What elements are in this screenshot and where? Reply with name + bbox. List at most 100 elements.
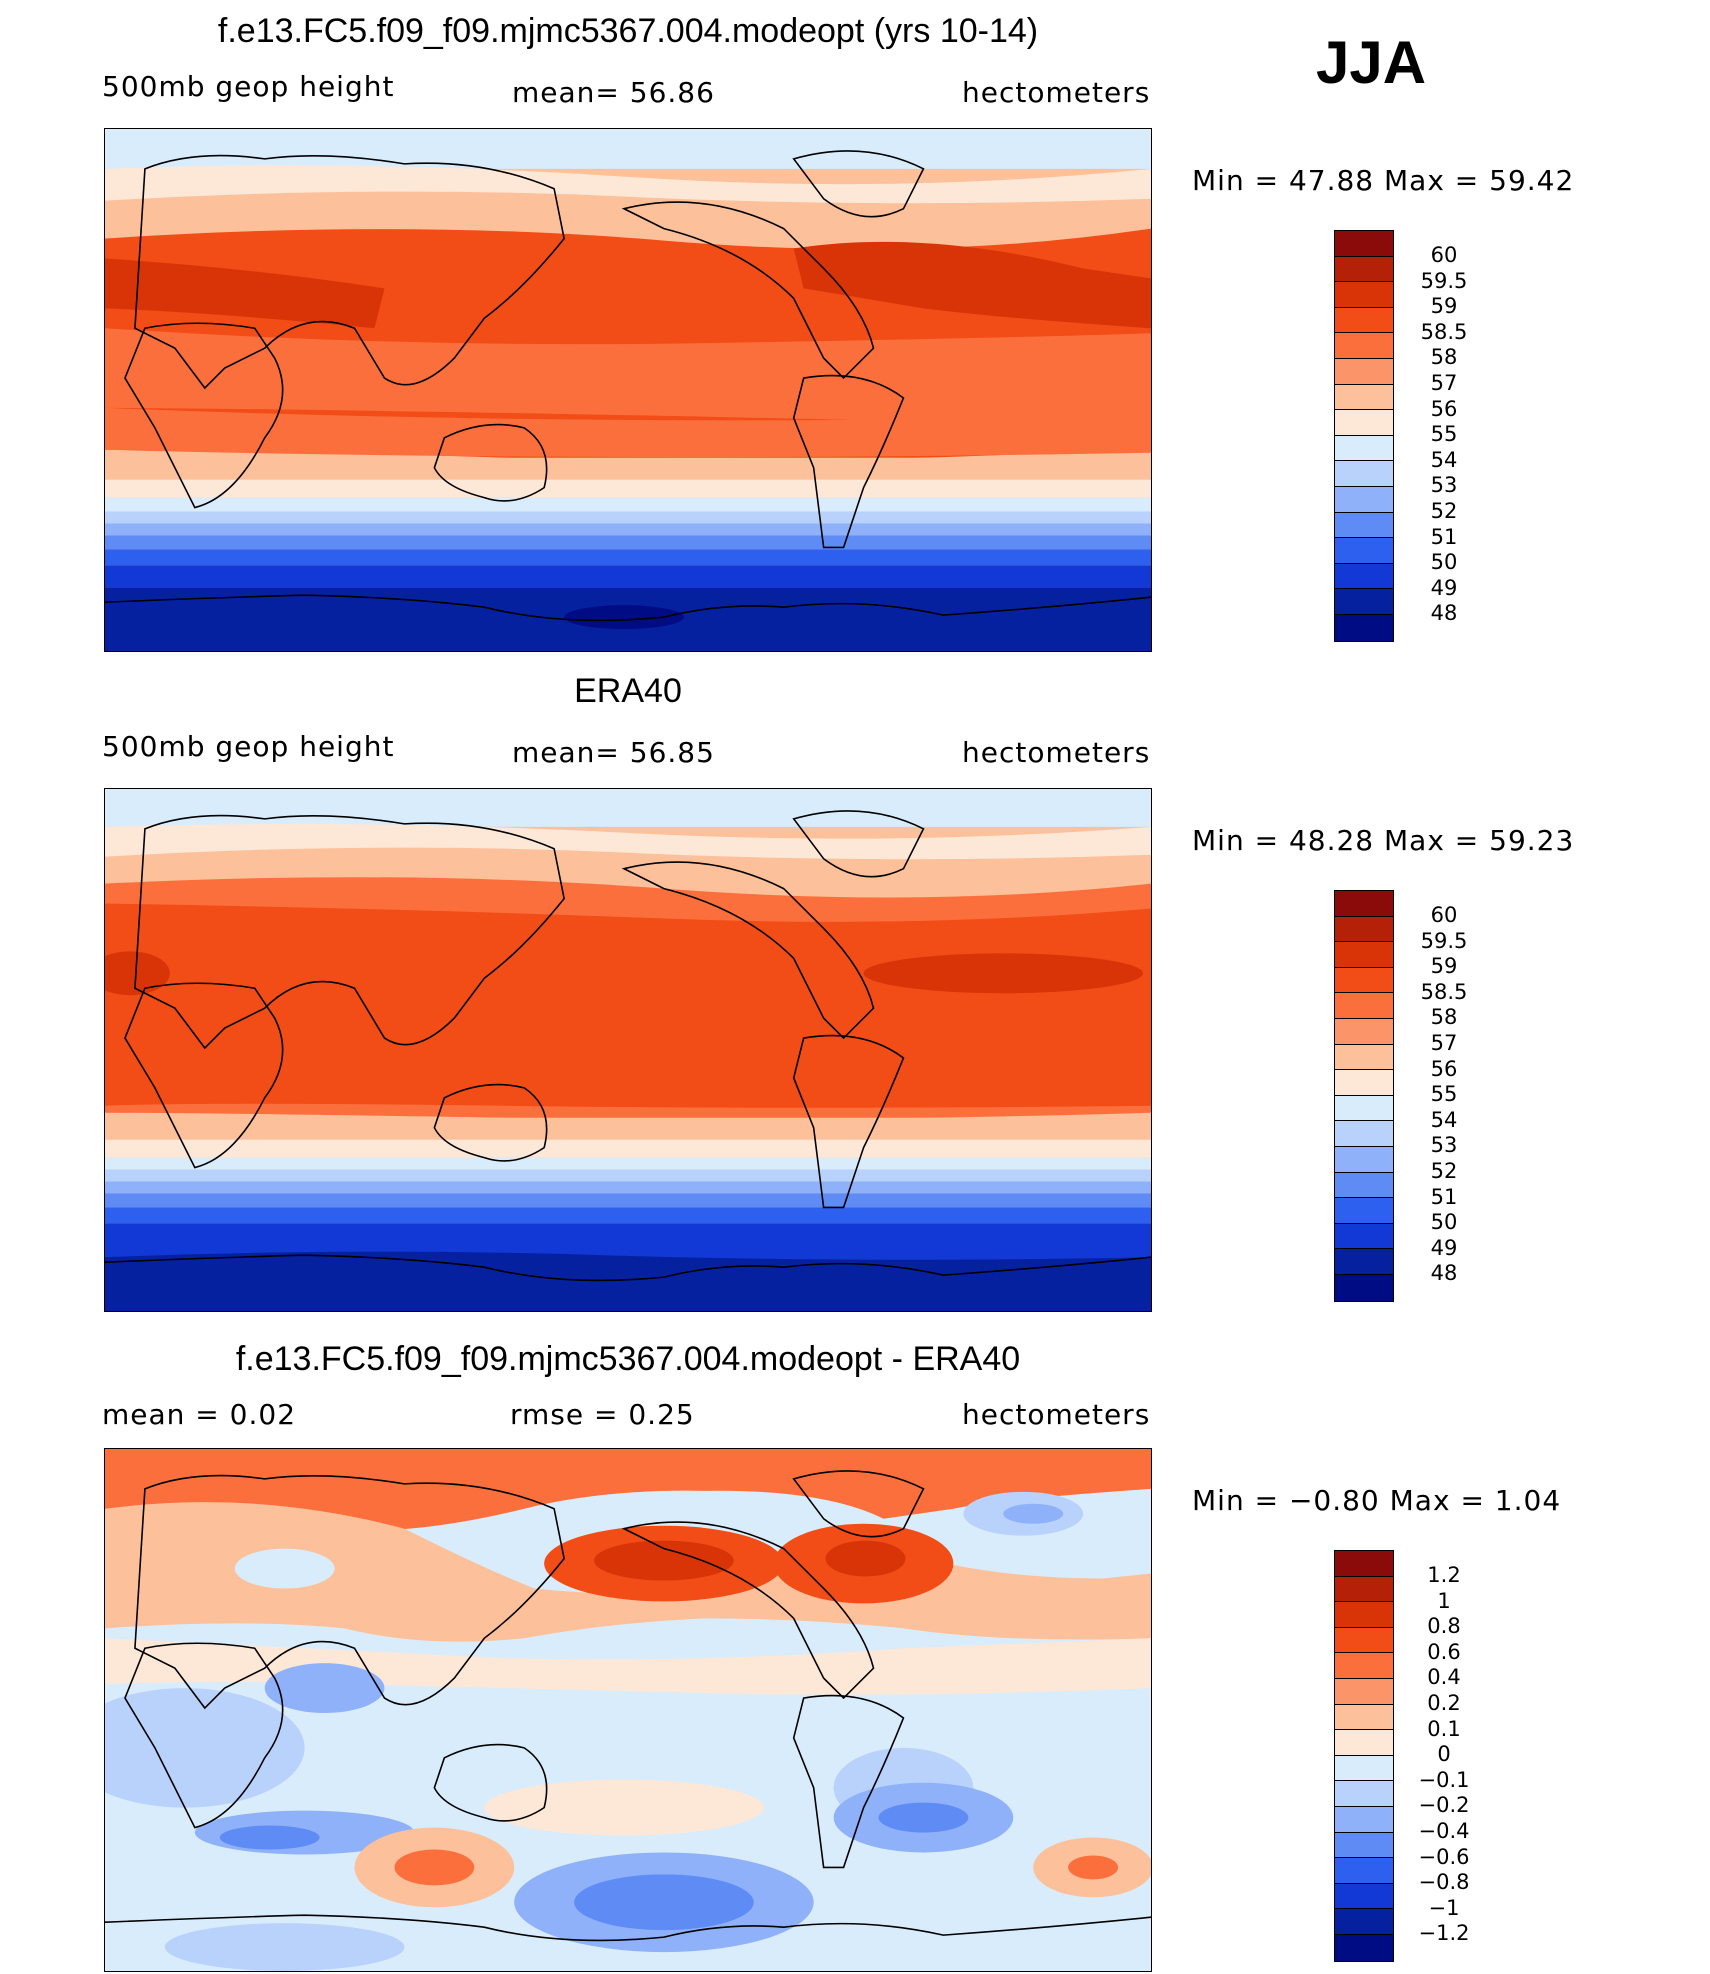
panel3-mean-label: mean = 0.02 (102, 1398, 297, 1431)
colorbar-tick-label: 58 (1430, 1005, 1458, 1030)
colorbar-swatch (1335, 358, 1393, 385)
panel2-colorbar (1334, 890, 1394, 1302)
colorbar-tick-label: 0.6 (1427, 1639, 1461, 1664)
colorbar-tick-label: 51 (1430, 524, 1458, 549)
panel3-colorbar (1334, 1550, 1394, 1962)
colorbar-tick-label: −0.6 (1418, 1844, 1470, 1869)
colorbar-tick-label: 1 (1437, 1588, 1451, 1613)
colorbar-swatch (1335, 256, 1393, 283)
colorbar-tick-label: 60 (1430, 243, 1458, 267)
panel1-minmax: Min = 47.88 Max = 59.42 (1192, 164, 1575, 197)
colorbar-swatch (1335, 231, 1393, 257)
panel3-units-label: hectometers (962, 1398, 1151, 1431)
colorbar-swatch (1335, 1704, 1393, 1731)
colorbar-tick-label: −0.2 (1418, 1793, 1470, 1818)
colorbar-swatch (1335, 1274, 1393, 1301)
colorbar-swatch (1335, 1627, 1393, 1654)
colorbar-swatch (1335, 1678, 1393, 1705)
colorbar-swatch (1335, 1198, 1393, 1224)
panel1-title: f.e13.FC5.f09_f09.mjmc5367.004.modeopt (… (217, 12, 1039, 50)
colorbar-swatch (1335, 512, 1393, 539)
colorbar-swatch (1335, 1832, 1393, 1859)
colorbar-swatch (1335, 1070, 1393, 1096)
colorbar-tick-label: 57 (1430, 1031, 1458, 1055)
panel2-units-label: hectometers (962, 736, 1151, 769)
colorbar-swatch (1335, 993, 1393, 1019)
colorbar-swatch (1335, 1755, 1393, 1782)
colorbar-tick-label: 54 (1430, 447, 1458, 472)
colorbar-swatch (1335, 410, 1393, 436)
colorbar-swatch (1335, 891, 1393, 917)
colorbar-tick-label: 0.1 (1427, 1716, 1461, 1741)
colorbar-swatch (1335, 1806, 1393, 1833)
colorbar-tick-label: 52 (1430, 1159, 1458, 1183)
colorbar-swatch (1335, 967, 1393, 994)
colorbar-swatch (1335, 538, 1393, 564)
colorbar-swatch (1335, 307, 1393, 334)
colorbar-swatch (1335, 1576, 1393, 1603)
colorbar-tick-label: 55 (1430, 422, 1458, 447)
colorbar-swatch (1335, 435, 1393, 462)
colorbar-swatch (1335, 1781, 1393, 1807)
panel1-map (104, 128, 1152, 652)
colorbar-tick-label: 56 (1430, 396, 1458, 421)
colorbar-tick-label: 49 (1430, 1235, 1458, 1260)
colorbar-swatch (1335, 1909, 1393, 1935)
panel1-units-label: hectometers (962, 76, 1151, 109)
colorbar-swatch (1335, 461, 1393, 487)
colorbar-tick-label: 59.5 (1420, 928, 1468, 953)
colorbar-tick-label: 58.5 (1420, 319, 1468, 344)
colorbar-swatch (1335, 1858, 1393, 1884)
colorbar-swatch (1335, 1146, 1393, 1173)
colorbar-tick-label: −0.4 (1418, 1819, 1470, 1843)
colorbar-tick-label: −0.1 (1418, 1767, 1470, 1792)
colorbar-tick-label: 55 (1430, 1082, 1458, 1107)
colorbar-swatch (1335, 1095, 1393, 1122)
colorbar-swatch (1335, 1044, 1393, 1071)
panel3-map (104, 1448, 1152, 1972)
colorbar-tick-label: 57 (1430, 371, 1458, 395)
colorbar-tick-label: 0.4 (1427, 1665, 1461, 1690)
colorbar-swatch (1335, 942, 1393, 968)
colorbar-tick-label: −1 (1428, 1895, 1460, 1920)
panel3-title: f.e13.FC5.f09_f09.mjmc5367.004.modeopt -… (235, 1340, 1021, 1378)
colorbar-tick-label: 54 (1430, 1107, 1458, 1132)
colorbar-tick-label: 1.2 (1427, 1563, 1461, 1587)
colorbar-tick-label: 52 (1430, 499, 1458, 523)
colorbar-tick-label: 49 (1430, 575, 1458, 600)
colorbar-swatch (1335, 563, 1393, 590)
colorbar-tick-label: 58 (1430, 345, 1458, 370)
colorbar-tick-label: 0 (1437, 1742, 1451, 1767)
panel2-minmax: Min = 48.28 Max = 59.23 (1192, 824, 1575, 857)
colorbar-swatch (1335, 1730, 1393, 1756)
colorbar-tick-label: 59 (1430, 294, 1458, 319)
colorbar-swatch (1335, 1121, 1393, 1147)
season-label: JJA (1316, 29, 1427, 96)
colorbar-swatch (1335, 1223, 1393, 1250)
panel3-minmax: Min = −0.80 Max = 1.04 (1192, 1484, 1562, 1517)
colorbar-tick-label: 59 (1430, 954, 1458, 979)
colorbar-swatch (1335, 384, 1393, 411)
panel1-mean-label: mean= 56.86 (512, 76, 715, 109)
panel2-variable-label: 500mb geop height (102, 730, 395, 763)
colorbar-swatch (1335, 1934, 1393, 1961)
colorbar-tick-label: 53 (1430, 473, 1458, 498)
panel2-title: ERA40 (574, 672, 682, 710)
colorbar-tick-label: 58.5 (1420, 979, 1468, 1004)
colorbar-tick-label: 50 (1430, 550, 1458, 575)
colorbar-swatch (1335, 614, 1393, 641)
colorbar-swatch (1335, 1653, 1393, 1679)
colorbar-swatch (1335, 282, 1393, 308)
colorbar-tick-label: −0.8 (1418, 1870, 1470, 1895)
panel2-map (104, 788, 1152, 1312)
colorbar-tick-label: 50 (1430, 1210, 1458, 1235)
colorbar-swatch (1335, 1172, 1393, 1199)
panel1-colorbar (1334, 230, 1394, 642)
colorbar-swatch (1335, 333, 1393, 359)
panel1-variable-label: 500mb geop height (102, 70, 395, 103)
colorbar-swatch (1335, 1249, 1393, 1275)
colorbar-tick-label: −1.2 (1418, 1921, 1470, 1946)
colorbar-tick-label: 48 (1430, 601, 1458, 626)
colorbar-tick-label: 60 (1430, 903, 1458, 927)
panel2-mean-label: mean= 56.85 (512, 736, 715, 769)
